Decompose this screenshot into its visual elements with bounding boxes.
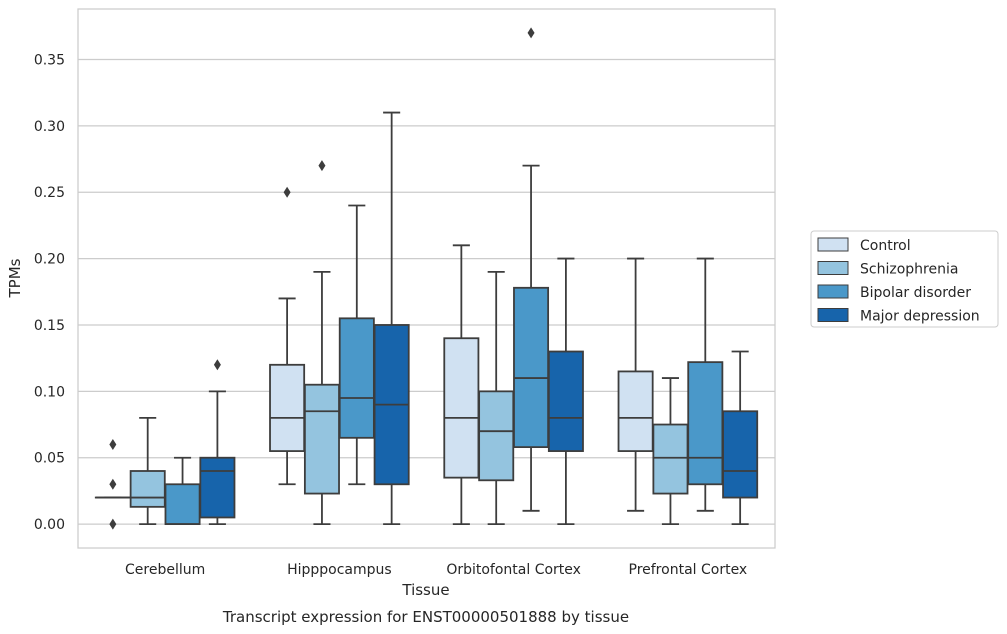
box-iqr [269,363,306,452]
box [547,257,584,526]
legend-swatch [817,308,849,322]
y-tick-label: 0.35 [34,52,65,68]
grid-lines [78,58,775,525]
legend-label: Bipolar disorder [860,285,971,301]
y-tick-label: 0.00 [34,517,65,533]
x-tick-label: Orbitofontal Cortex [446,562,581,578]
y-tick-label: 0.15 [34,318,65,334]
box [478,270,515,526]
box-iqr [652,423,689,495]
box [199,359,236,526]
y-tick-label: 0.05 [34,451,65,467]
x-tick-label: Prefrontal Cortex [629,562,748,578]
x-axis-ticks: Cerebellum Hipppocampus Orbitofontal Corte… [125,562,747,578]
legend-swatch [817,261,849,275]
legend-label: Control [860,238,911,254]
y-tick-label: 0.30 [34,119,65,135]
outlier-point [283,186,291,198]
figure-caption: Transcript expression for ENST0000050188… [222,608,629,626]
box-iqr [303,383,340,495]
y-tick-label: 0.25 [34,185,65,201]
box [443,244,480,526]
legend-label: Major depression [860,309,980,325]
box [513,27,550,512]
legend-swatch [817,284,849,299]
series-major-depression [199,111,759,526]
legend-swatch [817,237,849,252]
box [373,111,410,526]
legend-frame [810,230,999,328]
series-control [94,186,654,530]
box [269,186,306,486]
outlier-point [527,27,535,39]
x-axis-label: Tissue [401,581,449,599]
box-iqr [478,390,515,482]
box-iqr [164,483,201,526]
outlier-point [109,518,117,530]
box-iqr [547,350,584,452]
box-iqr [617,370,654,452]
outlier-point [318,160,326,172]
box [652,377,689,526]
box [129,416,166,526]
y-tick-label: 0.20 [34,252,65,268]
box [164,456,201,526]
x-tick-label: Hipppocampus [287,562,392,578]
box-iqr [199,456,236,519]
legend-label: Schizophrenia [860,262,958,278]
box [94,438,131,530]
outlier-point [213,359,221,371]
outlier-point [109,438,117,450]
series-schizophrenia [129,160,689,526]
box-iqr [687,361,724,486]
box-series [94,27,759,530]
box-iqr [443,337,480,479]
box [687,257,724,512]
box [617,257,654,512]
plot-frame [77,8,776,549]
box-iqr [129,470,166,508]
y-axis-ticks: 0.00 0.05 0.10 0.15 0.20 0.25 0.30 0.35 [34,52,65,533]
box [722,350,759,526]
box [303,160,340,526]
legend: Control Schizophrenia Bipolar disorder Majo… [810,230,999,328]
outlier-point [109,478,117,490]
y-tick-label: 0.10 [34,384,65,400]
box-iqr [722,410,759,499]
box-iqr [338,317,375,439]
box [338,204,375,486]
x-tick-label: Cerebellum [125,562,205,578]
y-axis-label: TPMs [6,258,24,298]
box-iqr [513,286,550,449]
